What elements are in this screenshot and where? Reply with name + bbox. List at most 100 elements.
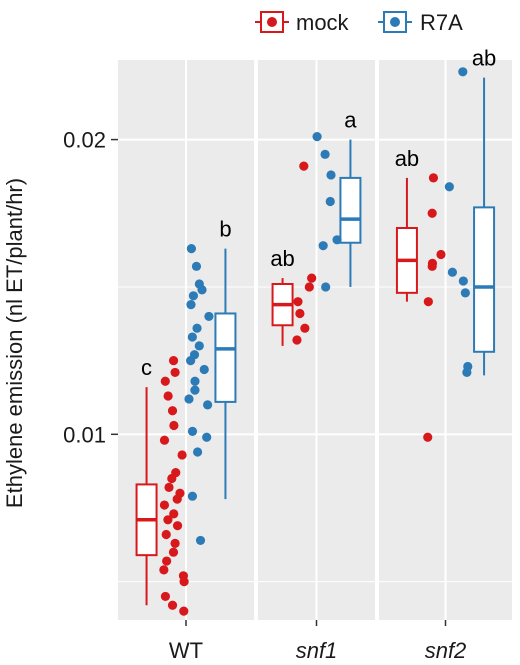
box bbox=[339, 176, 362, 244]
data-point bbox=[423, 432, 433, 442]
data-point bbox=[187, 332, 197, 342]
legend: mock R7A bbox=[255, 10, 463, 35]
significance-letter: ab bbox=[270, 246, 294, 271]
data-point bbox=[187, 426, 198, 436]
data-point bbox=[428, 173, 439, 183]
y-tick-label: 0.02 bbox=[63, 128, 106, 153]
data-point bbox=[194, 341, 204, 351]
data-point bbox=[436, 249, 446, 260]
significance-letter: ab bbox=[472, 46, 496, 71]
data-point bbox=[307, 273, 317, 283]
data-point bbox=[169, 420, 179, 431]
group-R7A: b bbox=[184, 217, 237, 546]
legend-entry-mock: mock bbox=[255, 10, 350, 35]
data-point bbox=[163, 391, 173, 401]
data-point bbox=[332, 235, 342, 245]
data-point bbox=[203, 400, 213, 410]
data-point bbox=[168, 547, 179, 557]
group-mock: c bbox=[135, 355, 189, 616]
x-tick-label: snf1 bbox=[296, 638, 338, 663]
legend-label: mock bbox=[296, 10, 350, 35]
data-point bbox=[190, 376, 200, 386]
box bbox=[214, 312, 237, 403]
data-point bbox=[204, 311, 214, 322]
data-point bbox=[300, 323, 310, 333]
group-mock: ab bbox=[270, 161, 317, 346]
data-point bbox=[326, 170, 336, 180]
data-point bbox=[188, 291, 199, 301]
data-point bbox=[167, 406, 178, 416]
data-point bbox=[179, 606, 189, 616]
data-point bbox=[444, 182, 454, 192]
significance-letter: ab bbox=[395, 146, 419, 171]
data-point bbox=[159, 500, 170, 510]
data-point bbox=[202, 432, 212, 442]
data-point bbox=[169, 509, 179, 519]
legend-entry-R7A: R7A bbox=[378, 10, 463, 35]
data-point bbox=[295, 308, 305, 319]
data-point bbox=[170, 538, 180, 548]
data-point bbox=[190, 385, 200, 395]
data-point bbox=[447, 267, 458, 277]
legend-key-dot bbox=[390, 17, 400, 27]
data-point bbox=[460, 288, 470, 298]
data-point bbox=[192, 447, 203, 457]
y-tick-label: 0.01 bbox=[63, 422, 106, 447]
data-point bbox=[164, 482, 174, 492]
data-point bbox=[299, 161, 309, 171]
data-point bbox=[160, 376, 170, 386]
significance-letter: a bbox=[344, 108, 357, 133]
data-point bbox=[172, 521, 183, 531]
legend-label: R7A bbox=[420, 10, 463, 35]
data-point bbox=[184, 394, 194, 404]
data-point bbox=[312, 132, 322, 142]
data-point bbox=[318, 241, 328, 251]
significance-letter: b bbox=[219, 217, 231, 242]
data-point bbox=[195, 535, 206, 546]
data-point bbox=[462, 367, 472, 378]
data-point bbox=[192, 323, 202, 333]
panel-snf2: ab ab bbox=[379, 46, 512, 620]
group-R7A: ab bbox=[444, 46, 496, 378]
y-axis-title: Ethylene emission (nl ET/plant/hr) bbox=[2, 178, 27, 508]
group-mock: ab bbox=[395, 146, 446, 442]
data-point bbox=[186, 356, 196, 366]
data-point bbox=[179, 577, 189, 587]
data-point bbox=[177, 450, 187, 460]
data-point bbox=[321, 282, 331, 292]
data-point bbox=[161, 529, 171, 540]
data-point bbox=[320, 149, 330, 159]
data-point bbox=[427, 261, 437, 271]
data-point bbox=[186, 300, 196, 310]
significance-letter: c bbox=[141, 355, 152, 380]
data-point bbox=[159, 565, 169, 575]
data-point bbox=[167, 473, 177, 484]
y-axis: 0.01 0.02 bbox=[63, 128, 118, 447]
data-point bbox=[292, 335, 302, 345]
group-R7A: a bbox=[312, 108, 362, 292]
data-point bbox=[458, 276, 468, 286]
data-point bbox=[304, 282, 314, 292]
data-point bbox=[160, 591, 171, 602]
panel-WT: cb bbox=[118, 60, 254, 620]
x-axis: WT snf1 snf2 bbox=[169, 620, 466, 663]
data-point bbox=[159, 435, 170, 445]
data-point bbox=[187, 491, 198, 501]
data-point bbox=[293, 297, 303, 307]
data-point bbox=[186, 244, 197, 254]
data-point bbox=[199, 364, 209, 375]
data-point bbox=[172, 494, 182, 504]
data-point bbox=[427, 208, 437, 218]
data-point bbox=[191, 261, 202, 271]
data-point bbox=[168, 356, 179, 366]
data-point bbox=[170, 367, 180, 378]
data-point bbox=[458, 67, 468, 77]
data-point bbox=[325, 196, 335, 207]
box bbox=[473, 206, 496, 353]
x-tick-label: snf2 bbox=[425, 638, 467, 663]
data-point bbox=[162, 556, 172, 566]
data-point bbox=[163, 515, 173, 525]
panel-snf1: ab a bbox=[258, 60, 375, 620]
